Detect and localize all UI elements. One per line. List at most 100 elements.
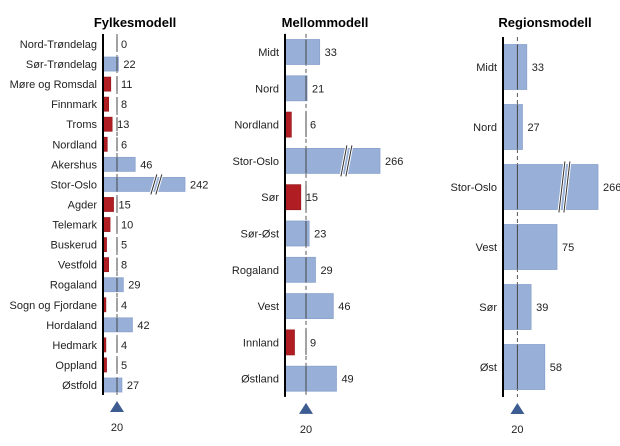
category-label: Finnmark (51, 99, 97, 111)
bar (102, 177, 186, 192)
bar (284, 39, 321, 65)
data-label: 6 (121, 139, 127, 151)
category-label: Sør-Øst (241, 229, 280, 241)
category-label: Troms (66, 119, 97, 131)
category-label: Sør (479, 302, 497, 314)
category-label: Vest (476, 242, 497, 254)
data-label: 0 (121, 39, 127, 51)
category-label: Innland (243, 337, 279, 349)
bar (102, 197, 114, 212)
axis-break-icon (563, 161, 571, 213)
bar (284, 329, 295, 356)
category-label: Sogn og Fjordane (10, 300, 97, 312)
reference-label: 20 (300, 424, 312, 436)
data-label: 23 (314, 229, 326, 241)
data-label: 39 (536, 302, 548, 314)
category-label: Østfold (62, 380, 97, 392)
data-label: 46 (140, 159, 152, 171)
data-label: 75 (562, 242, 574, 254)
category-label: Stor-Oslo (233, 156, 279, 168)
data-label: 242 (190, 179, 208, 191)
category-label: Sør (261, 192, 279, 204)
category-label: Akershus (51, 159, 97, 171)
axis-break-icon (340, 145, 348, 177)
data-label: 46 (338, 301, 350, 313)
data-label: 9 (310, 337, 316, 349)
bar (284, 256, 316, 283)
bar (102, 156, 136, 172)
triangle-marker-icon (110, 401, 124, 413)
category-label: Nord-Trøndelag (20, 39, 97, 51)
data-label: 27 (127, 380, 139, 392)
panel-mellommodell: Mellommodell Midt 33 Nord 21 Nordland 6 Stor-Os… (232, 15, 403, 436)
axis-break-icon (558, 161, 566, 213)
category-label: Oppland (55, 360, 97, 372)
bar (502, 224, 558, 270)
bar (284, 293, 334, 320)
data-label: 5 (121, 360, 127, 372)
data-label: 4 (121, 300, 127, 312)
panel-fylkesmodell: Fylkesmodell Nord-Trøndelag 0 Sør-Trøndelag… (10, 15, 209, 434)
category-label: Midt (258, 47, 279, 59)
category-label: Rogaland (50, 280, 97, 292)
data-label: 8 (121, 99, 127, 111)
data-label: 266 (603, 182, 620, 194)
category-label: Midt (476, 62, 497, 74)
data-label: 8 (121, 260, 127, 272)
bar (502, 104, 523, 150)
data-label: 33 (532, 62, 544, 74)
bar (102, 317, 133, 333)
category-label: Nord (473, 122, 497, 134)
axis-break-icon (150, 174, 158, 195)
category-label: Telemark (52, 220, 97, 232)
data-label: 49 (341, 374, 353, 386)
panel-regionsmodell: Regionsmodell Midt 33 Nord 27 Stor-Oslo 266 Ves… (451, 15, 620, 436)
bar (284, 75, 308, 102)
category-label: Møre og Romsdal (10, 79, 97, 91)
category-label: Østland (241, 374, 279, 386)
panel-title: Mellommodell (282, 15, 369, 30)
bar (284, 147, 381, 174)
category-label: Vest (258, 301, 279, 313)
data-label: 33 (325, 47, 337, 59)
category-label: Rogaland (232, 265, 279, 277)
data-label: 11 (121, 79, 132, 91)
data-label: 15 (119, 199, 131, 211)
category-label: Nordland (234, 120, 279, 132)
reference-label: 20 (511, 424, 523, 436)
category-label: Sør-Trøndelag (26, 59, 97, 71)
category-label: Nordland (52, 139, 97, 151)
category-label: Stor-Oslo (451, 182, 497, 194)
category-label: Agder (68, 199, 98, 211)
category-label: Buskerud (51, 240, 97, 252)
data-label: 58 (550, 362, 562, 374)
bar (102, 377, 123, 393)
data-label: 6 (310, 120, 316, 132)
bar (502, 44, 528, 90)
category-label: Stor-Oslo (51, 179, 97, 191)
bar (102, 217, 111, 232)
triangle-marker-icon (299, 402, 313, 414)
panel-title: Fylkesmodell (94, 15, 176, 30)
data-label: 13 (117, 119, 129, 131)
data-label: 29 (128, 280, 140, 292)
bar (284, 365, 337, 392)
data-label: 27 (527, 122, 539, 134)
bar (102, 76, 112, 92)
triangle-marker-icon (510, 403, 525, 414)
data-label: 15 (306, 192, 318, 204)
data-label: 29 (320, 265, 332, 277)
bar (284, 184, 302, 211)
bar (502, 164, 599, 210)
data-label: 42 (137, 320, 149, 332)
bar (502, 344, 546, 390)
data-label: 22 (123, 59, 135, 71)
data-label: 266 (385, 156, 403, 168)
bar (102, 116, 113, 132)
axis-break-icon (155, 174, 163, 195)
data-label: 21 (312, 83, 324, 95)
category-label: Nord (255, 83, 279, 95)
reference-label: 20 (111, 422, 123, 434)
bar (284, 220, 310, 247)
